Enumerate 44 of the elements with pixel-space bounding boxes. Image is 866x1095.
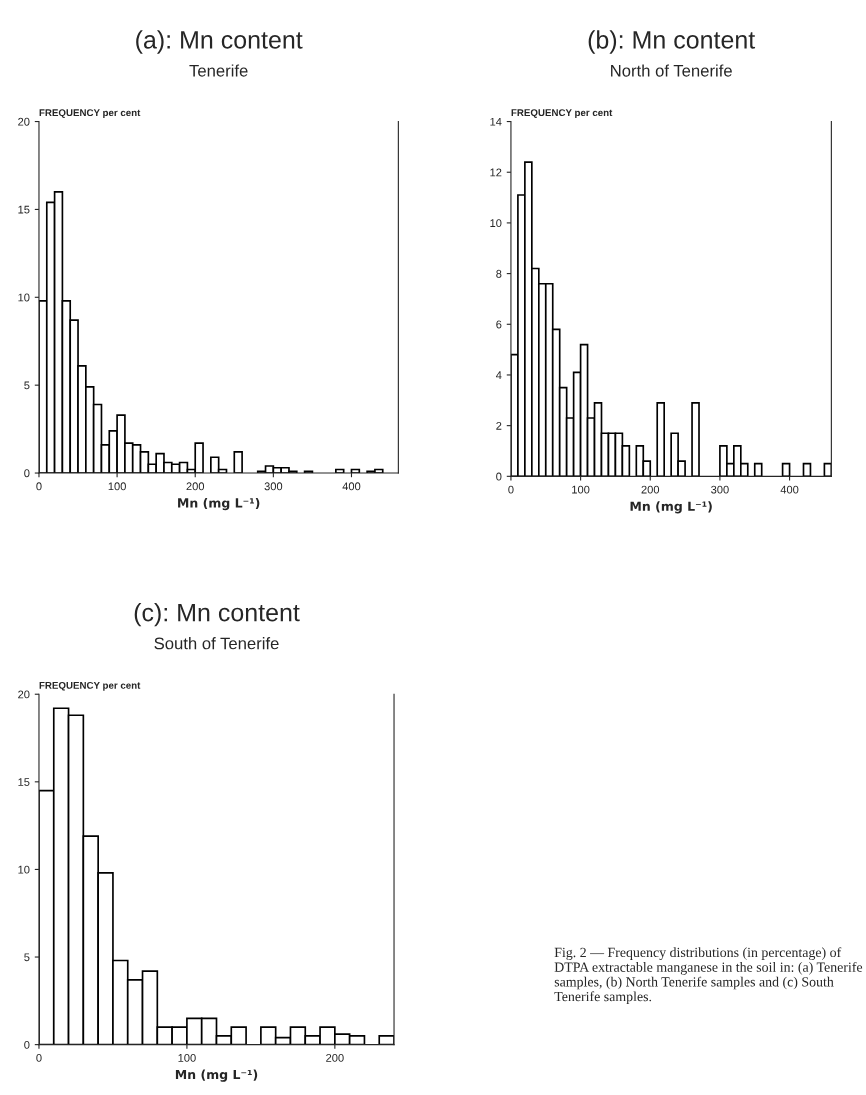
x-axis-title: Mn (mg L⁻¹) <box>178 497 260 511</box>
y-axis-title: FREQUENCY per cent <box>39 681 141 691</box>
chart-subtitle: South of Tenerife <box>154 637 279 650</box>
x-tick-label: 100 <box>108 482 126 491</box>
y-tick-label: 10 <box>490 219 502 228</box>
chart-title: (a): Mn content <box>136 30 303 54</box>
y-tick-label: 8 <box>496 269 502 278</box>
x-tick-label: 0 <box>508 485 514 494</box>
x-tick-label: 200 <box>186 482 205 491</box>
x-axis-title: Mn (mg L⁻¹) <box>630 501 712 514</box>
x-tick-label: 0 <box>36 1053 42 1062</box>
y-tick-label: 0 <box>24 1040 30 1049</box>
x-tick-label: 400 <box>342 482 361 491</box>
x-tick-label: 400 <box>780 485 799 494</box>
x-axis-title: Mn (mg L⁻¹) <box>175 1069 258 1082</box>
y-axis-title: FREQUENCY per cent <box>39 109 141 119</box>
y-tick-label: 15 <box>18 205 30 214</box>
chart-subtitle: North of Tenerife <box>611 64 732 77</box>
chart-title: (b): Mn content <box>588 30 756 54</box>
chart-title: (c): Mn content <box>134 603 300 627</box>
y-tick-label: 5 <box>24 381 30 390</box>
y-tick-label: 12 <box>490 168 502 177</box>
y-tick-label: 4 <box>495 371 502 379</box>
y-axis-title: FREQUENCY per cent <box>511 109 613 118</box>
y-tick-label: 20 <box>18 690 30 699</box>
y-tick-label: 2 <box>496 421 502 430</box>
x-tick-label: 300 <box>264 482 283 491</box>
x-tick-label: 0 <box>36 482 42 491</box>
y-tick-label: 5 <box>24 953 30 962</box>
x-tick-label: 200 <box>326 1053 344 1062</box>
y-tick-label: 6 <box>496 320 502 329</box>
y-tick-label: 10 <box>18 865 30 874</box>
y-tick-label: 0 <box>496 472 502 481</box>
caption: Fig. 2 — Frequency distributions (in percentage) of DTPA extractable manganese in the soil in: (a) Tenerife samples, (b) North Tenerife samples and (c) South Tenerife samples. <box>554 947 863 1005</box>
x-tick-label: 100 <box>572 485 590 494</box>
y-tick-label: 0 <box>24 469 30 478</box>
chart-subtitle: Tenerife <box>189 64 248 77</box>
x-tick-label: 200 <box>641 485 660 494</box>
y-tick-label: 15 <box>18 778 30 786</box>
x-tick-label: 100 <box>178 1053 196 1062</box>
y-tick-label: 20 <box>18 117 30 126</box>
x-tick-label: 300 <box>711 485 729 494</box>
y-tick-label: 14 <box>490 117 502 126</box>
y-tick-label: 10 <box>18 293 30 302</box>
